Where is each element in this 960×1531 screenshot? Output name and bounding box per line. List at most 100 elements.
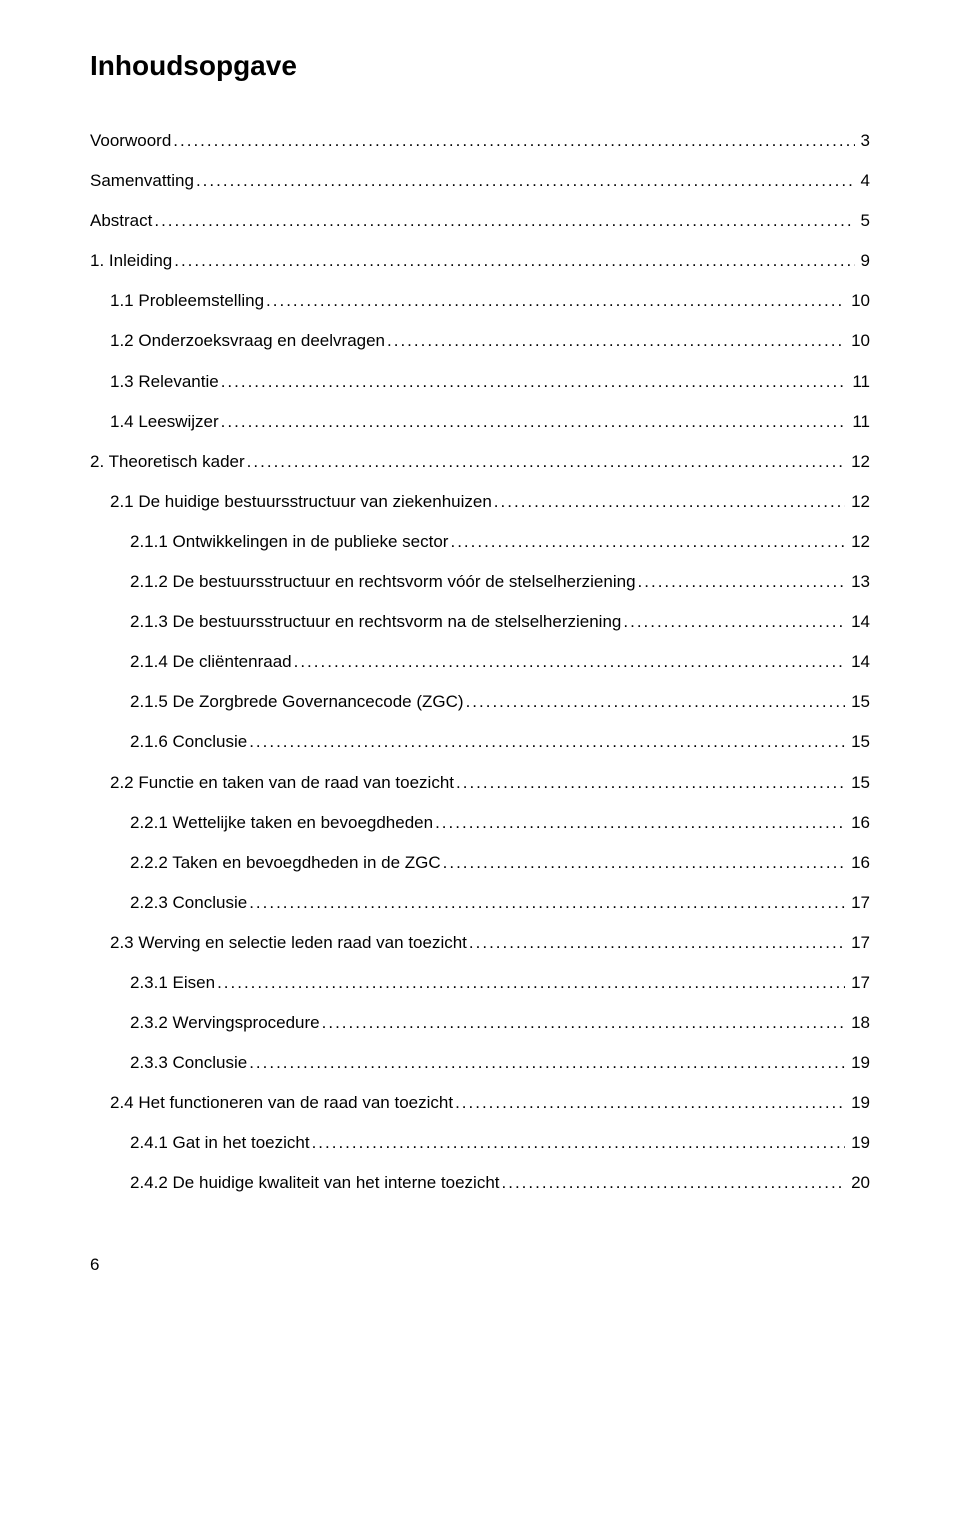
toc-entry-label: 2.1 De huidige bestuursstructuur van zie… (110, 491, 492, 513)
toc-entry-label: 2.3.1 Eisen (130, 972, 215, 994)
toc-entry-page: 12 (847, 531, 870, 553)
toc-leader-dots (294, 651, 845, 673)
toc-entry-label: 2.1.6 Conclusie (130, 731, 247, 753)
toc-entry: 2.3.2 Wervingsprocedure 18 (90, 1012, 870, 1034)
toc-entry-page: 16 (847, 812, 870, 834)
toc-entry-label: 2.4 Het functioneren van de raad van toe… (110, 1092, 453, 1114)
toc-entry-page: 18 (847, 1012, 870, 1034)
toc-entry-label: 2.1.1 Ontwikkelingen in de publieke sect… (130, 531, 448, 553)
toc-entry: 2.1 De huidige bestuursstructuur van zie… (90, 491, 870, 513)
toc-entry: 2.3.1 Eisen 17 (90, 972, 870, 994)
toc-leader-dots (456, 772, 845, 794)
toc-entry-page: 14 (847, 611, 870, 633)
toc-leader-dots (638, 571, 846, 593)
toc-entry-page: 16 (847, 852, 870, 874)
toc-entry: 2.3.3 Conclusie 19 (90, 1052, 870, 1074)
toc-leader-dots (450, 531, 845, 553)
toc-entry-page: 19 (847, 1052, 870, 1074)
toc-entry: 2.2.3 Conclusie 17 (90, 892, 870, 914)
toc-entry-label: 2.4.2 De huidige kwaliteit van het inter… (130, 1172, 500, 1194)
toc-entry: 2. Theoretisch kader 12 (90, 451, 870, 473)
toc-leader-dots (502, 1172, 846, 1194)
toc-entry: 2.1.6 Conclusie 15 (90, 731, 870, 753)
toc-entry-page: 12 (847, 451, 870, 473)
toc-leader-dots (249, 731, 845, 753)
toc-entry-page: 4 (857, 170, 870, 192)
toc-entry-page: 17 (847, 932, 870, 954)
toc-entry: 2.2.2 Taken en bevoegdheden in de ZGC 16 (90, 852, 870, 874)
toc-entry-label: Samenvatting (90, 170, 194, 192)
toc-entry-label: 1.1 Probleemstelling (110, 290, 264, 312)
toc-leader-dots (623, 611, 845, 633)
toc-entry-page: 11 (848, 411, 870, 433)
toc-entry-page: 17 (847, 892, 870, 914)
toc-entry: 2.2.1 Wettelijke taken en bevoegdheden 1… (90, 812, 870, 834)
toc-leader-dots (247, 451, 845, 473)
table-of-contents: Voorwoord 3 Samenvatting 4 Abstract 5 1. In… (90, 130, 870, 1195)
toc-leader-dots (196, 170, 855, 192)
toc-entry-page: 19 (847, 1092, 870, 1114)
toc-entry-label: 2.1.4 De cliëntenraad (130, 651, 292, 673)
toc-leader-dots (174, 250, 854, 272)
toc-leader-dots (455, 1092, 845, 1114)
toc-entry-page: 17 (847, 972, 870, 994)
toc-leader-dots (469, 932, 845, 954)
toc-entry-page: 15 (847, 731, 870, 753)
toc-entry: 2.1.3 De bestuursstructuur en rechtsvorm… (90, 611, 870, 633)
toc-leader-dots (217, 972, 845, 994)
toc-entry-label: Abstract (90, 210, 152, 232)
toc-entry: 2.3 Werving en selectie leden raad van t… (90, 932, 870, 954)
toc-entry: 2.1.5 De Zorgbrede Governancecode (ZGC) … (90, 691, 870, 713)
toc-entry-label: Voorwoord (90, 130, 171, 152)
toc-leader-dots (266, 290, 845, 312)
toc-entry: 2.4.1 Gat in het toezicht 19 (90, 1132, 870, 1154)
toc-leader-dots (322, 1012, 845, 1034)
toc-entry-page: 12 (847, 491, 870, 513)
toc-leader-dots (443, 852, 845, 874)
toc-entry-page: 11 (848, 371, 870, 393)
toc-entry-label: 2.1.5 De Zorgbrede Governancecode (ZGC) (130, 691, 464, 713)
toc-leader-dots (466, 691, 846, 713)
toc-entry-label: 2.2 Functie en taken van de raad van toe… (110, 772, 454, 794)
toc-entry: 2.2 Functie en taken van de raad van toe… (90, 772, 870, 794)
toc-entry: 2.1.4 De cliëntenraad 14 (90, 651, 870, 673)
page-title: Inhoudsopgave (90, 50, 870, 82)
toc-leader-dots (173, 130, 854, 152)
toc-entry: 2.1.2 De bestuursstructuur en rechtsvorm… (90, 571, 870, 593)
toc-entry: Abstract 5 (90, 210, 870, 232)
toc-entry-page: 13 (847, 571, 870, 593)
toc-entry-label: 2.2.1 Wettelijke taken en bevoegdheden (130, 812, 433, 834)
toc-entry: 2.4 Het functioneren van de raad van toe… (90, 1092, 870, 1114)
toc-leader-dots (387, 330, 845, 352)
toc-entry-label: 2.3.2 Wervingsprocedure (130, 1012, 320, 1034)
toc-entry-page: 3 (857, 130, 870, 152)
toc-entry-page: 20 (847, 1172, 870, 1194)
toc-entry: 1.1 Probleemstelling 10 (90, 290, 870, 312)
toc-entry-label: 2.1.3 De bestuursstructuur en rechtsvorm… (130, 611, 621, 633)
toc-entry: 1.4 Leeswijzer 11 (90, 411, 870, 433)
toc-entry: 1.3 Relevantie 11 (90, 371, 870, 393)
toc-leader-dots (312, 1132, 846, 1154)
toc-entry: 2.4.2 De huidige kwaliteit van het inter… (90, 1172, 870, 1194)
toc-entry-label: 2.3 Werving en selectie leden raad van t… (110, 932, 467, 954)
toc-leader-dots (494, 491, 845, 513)
toc-entry-label: 1.3 Relevantie (110, 371, 219, 393)
toc-entry-label: 2.3.3 Conclusie (130, 1052, 247, 1074)
toc-entry-label: 1. Inleiding (90, 250, 172, 272)
toc-entry-page: 15 (847, 772, 870, 794)
toc-entry-label: 2.1.2 De bestuursstructuur en rechtsvorm… (130, 571, 636, 593)
toc-leader-dots (221, 371, 847, 393)
toc-entry-label: 1.4 Leeswijzer (110, 411, 219, 433)
toc-entry: 1.2 Onderzoeksvraag en deelvragen 10 (90, 330, 870, 352)
toc-leader-dots (249, 1052, 845, 1074)
toc-leader-dots (249, 892, 845, 914)
toc-entry-page: 19 (847, 1132, 870, 1154)
toc-entry-label: 2.4.1 Gat in het toezicht (130, 1132, 310, 1154)
toc-leader-dots (221, 411, 847, 433)
toc-entry: Samenvatting 4 (90, 170, 870, 192)
toc-entry-page: 10 (847, 290, 870, 312)
toc-entry-label: 2. Theoretisch kader (90, 451, 245, 473)
toc-entry-page: 10 (847, 330, 870, 352)
toc-entry-page: 5 (857, 210, 870, 232)
toc-leader-dots (435, 812, 845, 834)
